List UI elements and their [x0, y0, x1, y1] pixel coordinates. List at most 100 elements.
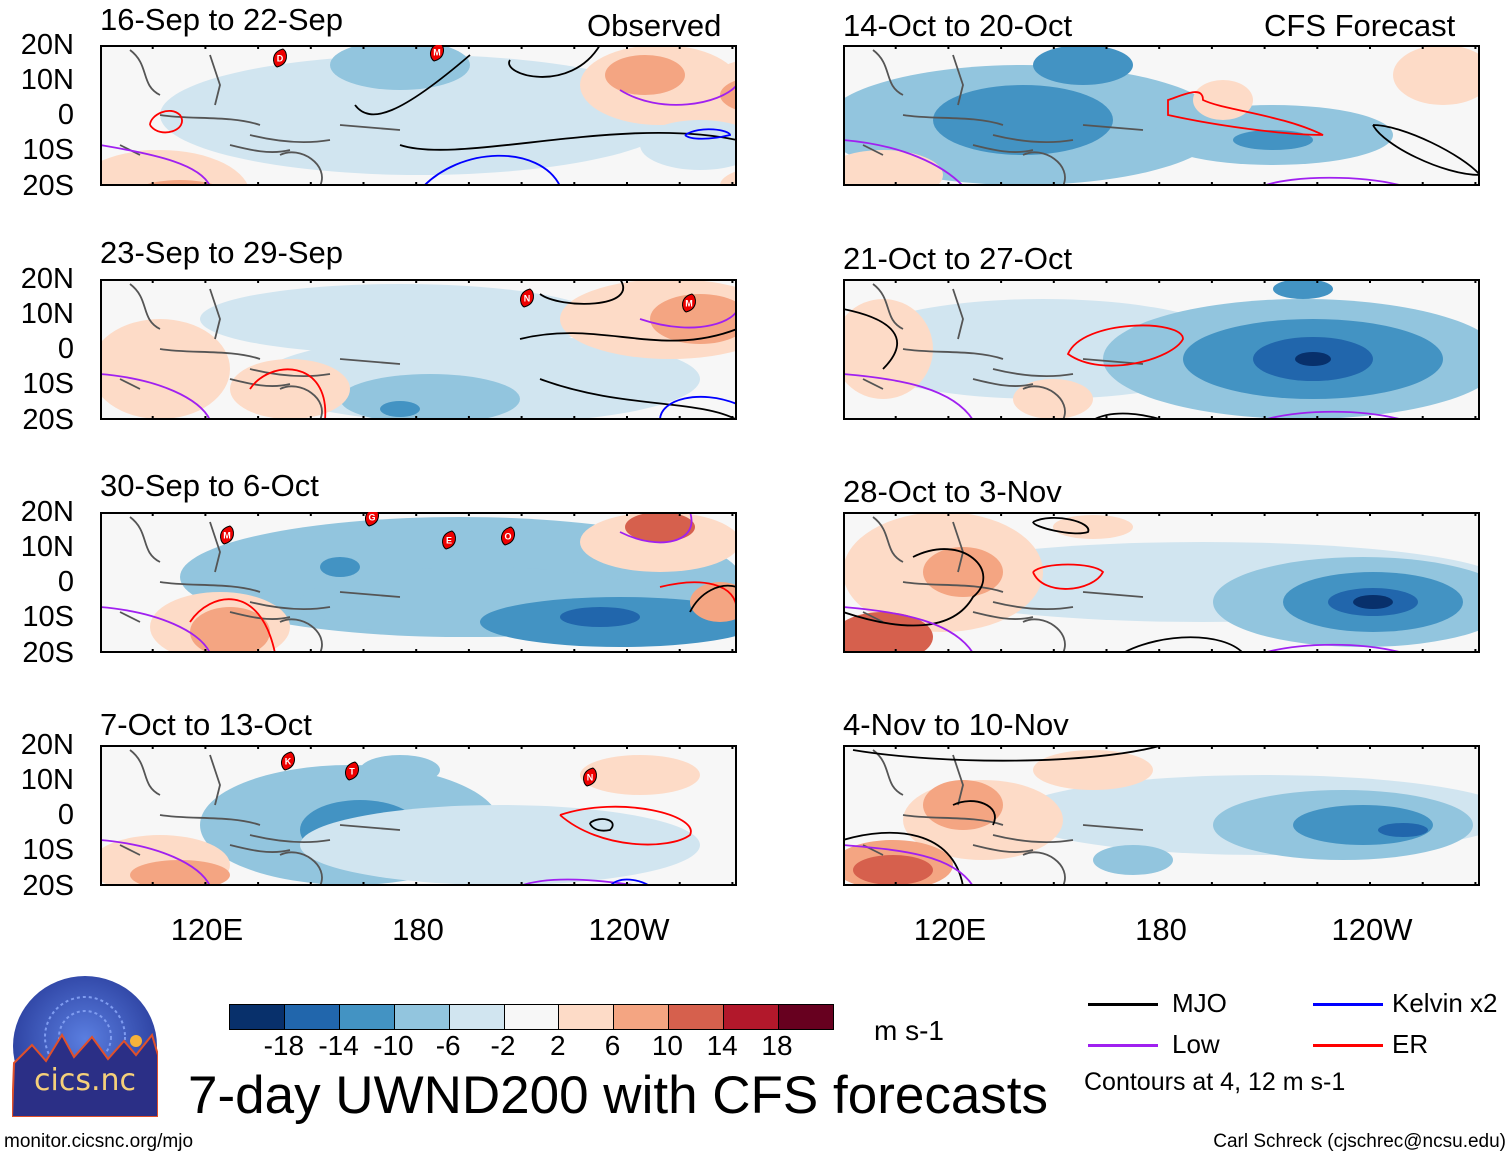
contour-line — [843, 831, 964, 886]
wind-anomaly-region — [125, 150, 175, 170]
contour-line — [1262, 176, 1404, 186]
contour-note: Contours at 4, 12 m s-1 — [1084, 1068, 1346, 1096]
contour-line — [952, 800, 996, 826]
wind-anomaly-region — [320, 557, 360, 577]
coastline — [862, 283, 1144, 420]
colorbar-tick-label: 6 — [604, 1030, 621, 1061]
panel-frame — [100, 745, 737, 886]
contour-line — [1262, 410, 1404, 420]
panel-frame — [100, 279, 737, 420]
contour-line — [249, 368, 326, 420]
storm-letter: N — [524, 294, 531, 304]
forecast-label: CFS Forecast — [1264, 8, 1456, 43]
contour-line — [100, 373, 211, 420]
contour-line — [843, 844, 974, 886]
colorbar-tick-label: 10 — [651, 1030, 683, 1061]
colorbar-tick-label: 18 — [761, 1030, 793, 1061]
contour-line — [539, 378, 737, 420]
lat-label: 20N — [20, 263, 74, 295]
lat-label: 10S — [22, 368, 74, 400]
legend-line-low — [1088, 1044, 1158, 1047]
contour-line — [843, 308, 898, 370]
tropical-cyclone-icon: N — [520, 288, 534, 308]
wind-anomaly-region — [843, 299, 933, 399]
colorbar-swatch — [338, 1005, 394, 1029]
lon-label: 120W — [1331, 912, 1413, 947]
wind-anomaly-region — [1378, 823, 1428, 837]
panel-title: 23-Sep to 29-Sep — [100, 235, 344, 270]
figure-title: 7-day UWND200 with CFS forecasts — [188, 1066, 1049, 1125]
colorbar-swatch — [668, 1005, 724, 1029]
tropical-cyclone-icon: G — [365, 512, 379, 527]
map-panel-fcst-3 — [843, 512, 1480, 653]
storm-letter: M — [433, 48, 441, 58]
storm-letter: T — [349, 767, 355, 777]
legend-label: MJO — [1172, 988, 1227, 1018]
panel-title: 4-Nov to 10-Nov — [843, 707, 1069, 742]
colorbar-tick-label: -2 — [490, 1030, 516, 1061]
storm-letter: D — [277, 54, 284, 64]
wind-anomaly-region — [843, 612, 933, 653]
storm-letter: K — [285, 757, 292, 767]
colorbar-swatch — [503, 1005, 559, 1029]
storm-letter: N — [587, 773, 594, 783]
contour-line — [843, 373, 974, 420]
contour-line — [1167, 91, 1324, 136]
lon-label: 180 — [1135, 912, 1187, 947]
tropical-cyclone-icon: D — [273, 48, 287, 68]
wind-anomaly-region — [1033, 750, 1153, 790]
panel-frame — [100, 45, 737, 186]
lat-label: 20S — [22, 170, 74, 202]
colorbar-swatch — [283, 1005, 339, 1029]
colorbar-tick-label: -10 — [373, 1030, 414, 1061]
lat-label: 20S — [22, 637, 74, 669]
map-panel-obs-3: G M E O — [100, 512, 737, 653]
wind-anomaly-region — [933, 85, 1113, 155]
panel-frame — [843, 279, 1480, 420]
lon-label: 180 — [392, 912, 444, 947]
wind-anomaly-region — [1233, 130, 1313, 150]
colorbar-swatch — [448, 1005, 504, 1029]
colorbar-tick-label: -14 — [318, 1030, 359, 1061]
colorbar-tick-label: -18 — [263, 1030, 305, 1061]
tropical-cyclone-icon: M — [682, 293, 696, 313]
wind-anomaly-region — [1033, 45, 1133, 85]
colorbar-tick-label: -6 — [435, 1030, 461, 1061]
colorbar-swatch — [778, 1005, 833, 1029]
wind-anomaly-region — [560, 607, 640, 627]
panel-title: 7-Oct to 13-Oct — [100, 707, 312, 742]
contour-line — [100, 144, 211, 186]
contour-line — [619, 512, 693, 544]
lat-label: 10S — [22, 601, 74, 633]
legend-line-er — [1313, 1044, 1383, 1047]
wind-anomaly-region — [1393, 45, 1480, 105]
footer-credit: Carl Schreck (cjschrec@ncsu.edu) — [1213, 1131, 1506, 1152]
contour-line — [1262, 643, 1404, 653]
lat-label: 10N — [20, 64, 74, 96]
map-panel-fcst-2 — [843, 279, 1480, 420]
coastline — [119, 283, 401, 420]
contour-line — [422, 154, 561, 186]
legend-line-kelvin — [1313, 1003, 1383, 1006]
footer-url: monitor.cicsnc.org/mjo — [4, 1131, 194, 1152]
contour-line — [619, 84, 737, 106]
colorbar — [229, 1004, 834, 1030]
storm-letter: M — [685, 299, 693, 309]
lat-label: 20S — [22, 870, 74, 902]
wind-anomaly-region — [1013, 379, 1093, 419]
contour-line — [149, 110, 183, 134]
contour-line — [1122, 636, 1244, 653]
lat-label: 10N — [20, 531, 74, 563]
panel-title: 16-Sep to 22-Sep — [100, 2, 344, 37]
contour-line — [100, 606, 211, 653]
coastline — [862, 749, 1144, 886]
wind-anomaly-region — [1295, 352, 1331, 366]
wind-anomaly-region — [720, 79, 737, 111]
tropical-cyclone-icon: N — [583, 767, 597, 787]
map-panel-obs-4: K T N — [100, 745, 737, 886]
contour-line — [659, 395, 737, 420]
contour-line — [559, 805, 692, 846]
coastline — [862, 49, 1144, 186]
tropical-cyclone-icon: M — [220, 525, 234, 545]
